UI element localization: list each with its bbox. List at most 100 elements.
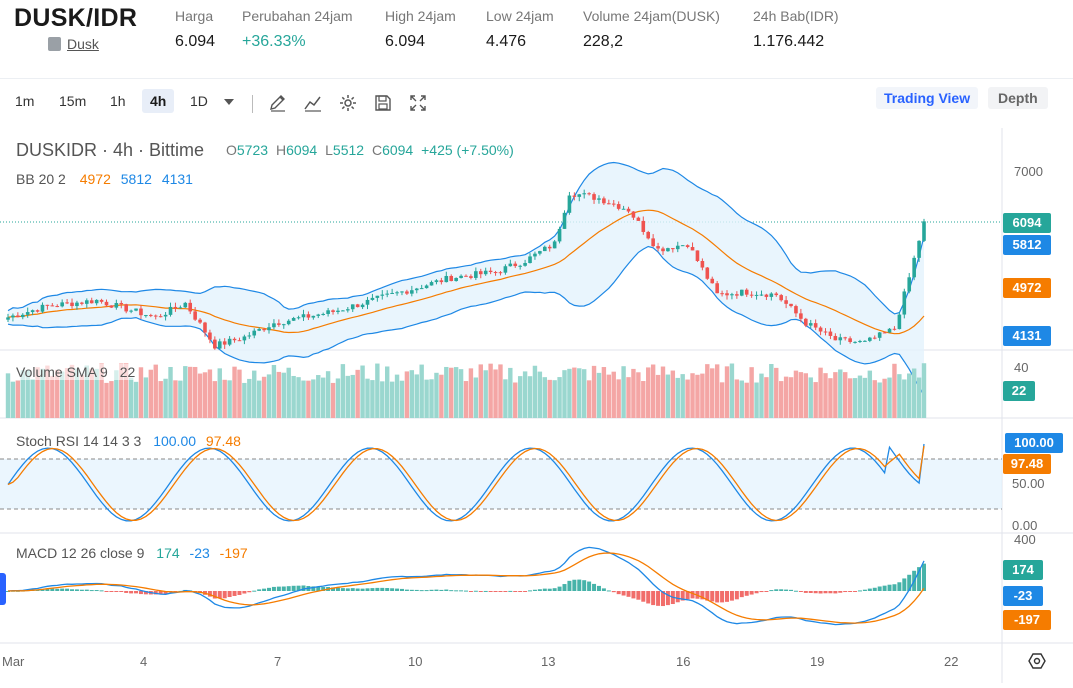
macd-histogram-bar <box>301 585 306 591</box>
candle <box>119 303 124 305</box>
settings-hex-icon[interactable] <box>1028 652 1046 670</box>
volume-bar <box>798 372 804 418</box>
side-handle[interactable] <box>0 573 6 605</box>
trading-view-button[interactable]: Trading View <box>876 87 979 109</box>
candle <box>198 319 202 323</box>
macd-histogram-bar <box>823 591 828 594</box>
volume-bar <box>64 367 70 418</box>
candle <box>611 203 616 205</box>
candle <box>321 313 325 315</box>
macd-histogram-bar <box>449 590 454 592</box>
candle <box>257 329 261 331</box>
candle <box>872 337 877 339</box>
stat-low: Low 24jam 4.476 <box>486 8 554 50</box>
candle <box>124 304 128 312</box>
macd-histogram-bar <box>789 589 794 591</box>
macd-histogram-bar <box>838 591 843 593</box>
candle <box>262 329 266 331</box>
gear-icon[interactable] <box>338 93 358 113</box>
volume-bar <box>114 370 119 418</box>
coin-link[interactable]: Dusk <box>48 36 99 52</box>
candle <box>607 203 611 205</box>
chevron-down-icon[interactable] <box>222 95 236 109</box>
candle <box>444 275 449 283</box>
volume-bar <box>375 363 380 418</box>
candle <box>134 308 138 311</box>
line-chart-icon[interactable] <box>303 93 323 113</box>
volume-bar <box>212 381 218 418</box>
fullscreen-icon[interactable] <box>408 93 428 113</box>
candle <box>547 246 552 249</box>
pencil-icon[interactable] <box>268 93 288 113</box>
volume-bar <box>705 364 710 418</box>
macd-histogram-bar <box>587 581 592 591</box>
candle <box>370 297 375 300</box>
candle <box>267 327 271 331</box>
depth-button[interactable]: Depth <box>988 87 1048 109</box>
macd-histogram-bar <box>138 591 143 595</box>
volume-bar <box>188 366 193 418</box>
coin-link-label[interactable]: Dusk <box>67 36 99 52</box>
macd-histogram-bar <box>74 589 79 591</box>
interval-1m[interactable]: 1m <box>15 93 35 109</box>
macd-histogram-bar <box>651 591 656 606</box>
candle <box>277 323 281 325</box>
volume-bar <box>803 373 809 418</box>
macd-histogram-bar <box>464 590 468 592</box>
candle <box>552 241 557 249</box>
macd-histogram-bar <box>316 586 321 591</box>
volume-bar <box>778 381 784 418</box>
macd-histogram-bar <box>769 590 774 592</box>
volume-bar <box>764 377 769 418</box>
candle <box>587 193 591 195</box>
chart-canvas[interactable] <box>0 128 1073 683</box>
volume-bar <box>247 378 252 418</box>
macd-histogram-bar <box>631 591 636 599</box>
volume-bar <box>759 373 764 418</box>
volume-bar <box>513 382 518 418</box>
volume-bar <box>577 368 582 418</box>
macd-histogram-bar <box>562 584 567 591</box>
macd-histogram-bar <box>665 591 670 606</box>
macd-histogram-bar <box>409 589 414 591</box>
interval-1h[interactable]: 1h <box>110 93 126 109</box>
candle <box>656 246 660 249</box>
macd-histogram-bar <box>739 591 744 598</box>
candle <box>144 315 148 317</box>
candle <box>6 317 10 320</box>
volume-bar <box>399 380 405 418</box>
candle <box>65 302 69 304</box>
macd-histogram-bar <box>281 586 286 591</box>
price-chart[interactable]: DUSKIDR · 4h · Bittime O5723 H6094 L5512… <box>0 128 1073 683</box>
market-header: DUSK/IDR Dusk Harga 6.094 Perubahan 24ja… <box>0 0 1073 72</box>
volume-bar <box>89 368 94 418</box>
volume-bar <box>483 370 488 418</box>
macd-histogram-bar <box>818 591 823 594</box>
candle <box>877 332 882 338</box>
volume-bar <box>178 380 183 418</box>
volume-bar <box>537 371 543 418</box>
interval-4h[interactable]: 4h <box>142 89 175 113</box>
volume-bar <box>138 367 144 418</box>
volume-bar <box>409 370 415 418</box>
volume-bar <box>892 363 897 418</box>
interval-1d[interactable]: 1D <box>190 93 208 109</box>
date-label: 22 <box>944 654 959 669</box>
volume-bar <box>99 363 104 418</box>
macd-histogram-bar <box>124 591 129 593</box>
volume-bar <box>45 365 50 418</box>
macd-histogram-bar <box>267 587 272 591</box>
macd-histogram-bar <box>592 583 597 591</box>
book-icon <box>48 37 61 51</box>
save-icon[interactable] <box>373 93 393 113</box>
macd-histogram-bar <box>897 582 902 591</box>
volume-bar <box>168 367 173 418</box>
macd-signal-tag: -197 <box>1003 610 1051 630</box>
macd-histogram-bar <box>749 591 754 595</box>
interval-15m[interactable]: 15m <box>59 93 87 109</box>
candle <box>518 265 522 267</box>
candle <box>675 245 680 250</box>
macd-histogram-bar <box>119 591 124 592</box>
macd-histogram-bar <box>454 590 459 592</box>
candle <box>764 294 769 297</box>
